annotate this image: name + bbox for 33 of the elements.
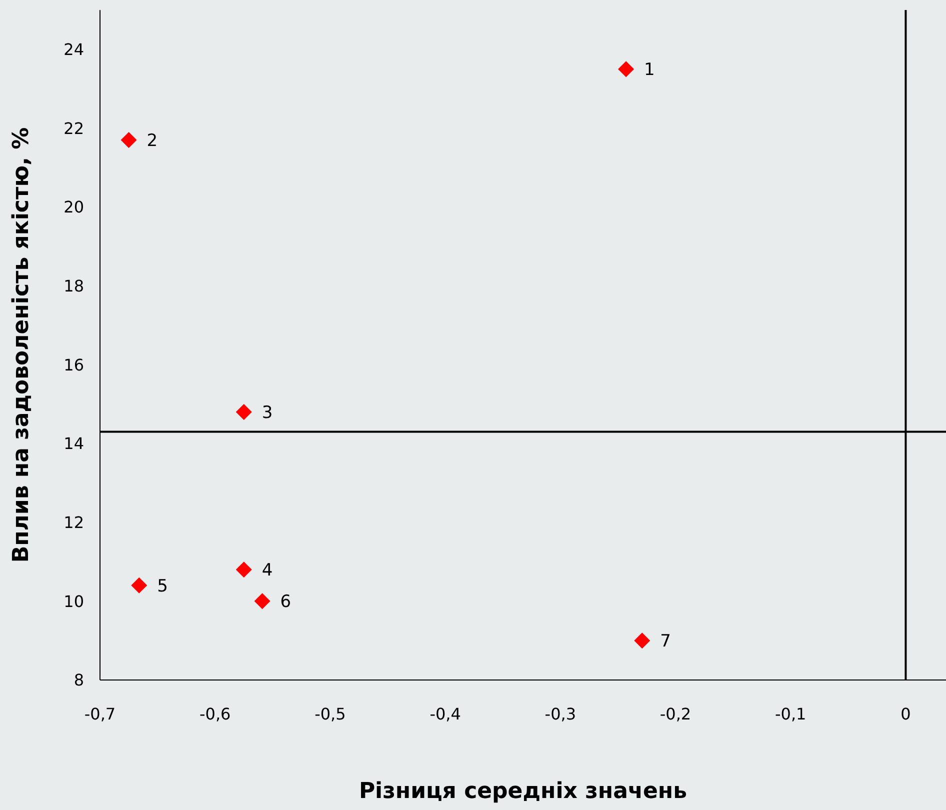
point [254,593,270,610]
annotation: 5 [157,576,168,596]
y-tick-label: 10 [64,592,84,611]
annotation: 2 [146,131,158,152]
y-tick-label: 8 [74,670,84,690]
point [236,404,252,420]
x-tick-label: -0,2 [660,704,692,724]
y-tick-label: 20 [64,198,84,217]
annotation: 1 [644,60,655,80]
annotation: 4 [262,560,273,581]
y-tick-label: 24 [64,40,84,60]
x-tick-label: -0,4 [430,704,461,724]
x-tick-label: -0,5 [314,704,346,724]
point [120,132,137,148]
y-tick-label: 14 [64,434,84,454]
x-tick-label: -0,1 [775,704,806,724]
y-tick-label: 18 [64,276,84,296]
point [236,562,252,578]
x-axis-title: Різниця середніх значень [358,779,688,804]
y-tick-label: 16 [64,355,84,374]
y-axis-title: Вплив на задоволеність якістю, % [8,127,34,563]
point [634,632,650,649]
x-tick-label: -0,3 [544,704,576,724]
annotation: 6 [280,592,292,612]
x-tick-label: 0 [900,704,911,724]
x-tick-label: -0,6 [199,704,231,724]
x-tick-label: -0,7 [84,704,116,724]
point [131,577,148,594]
annotation: 3 [262,403,273,424]
point [618,61,634,78]
y-tick-label: 22 [64,118,84,138]
y-tick-label: 12 [64,513,84,532]
annotation: 7 [660,632,671,652]
